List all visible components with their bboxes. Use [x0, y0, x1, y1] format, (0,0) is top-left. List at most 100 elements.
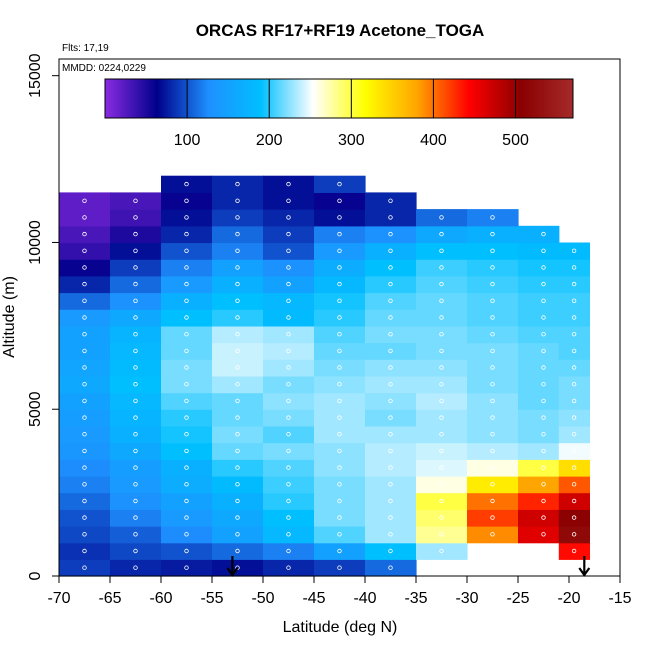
sample-point [388, 415, 393, 420]
sample-point [388, 332, 393, 337]
heatmap-cell [161, 542, 213, 560]
heatmap-cell [314, 325, 366, 344]
sample-point [439, 315, 444, 320]
heatmap-cell [518, 492, 560, 510]
sample-point [541, 482, 546, 487]
heatmap-cell [110, 259, 162, 277]
sample-point [439, 298, 444, 303]
x-axis: -70 -65 -60 -55 -50 -45 -40 -35 -30 -25 -20 -15 [47, 575, 632, 607]
sample-point [286, 281, 291, 287]
sample-point [490, 482, 495, 487]
heatmap-cell [161, 225, 213, 244]
sample-point [541, 365, 546, 370]
heatmap-cell [314, 392, 366, 410]
heatmap-cell [518, 259, 560, 277]
heatmap-cell [161, 242, 213, 260]
sample-point [439, 432, 444, 437]
y-axis: 0 5000 10000 15000 [27, 53, 60, 580]
heatmap-cell [314, 309, 366, 327]
heatmap-cell [263, 425, 315, 444]
sample-point [541, 248, 546, 253]
heatmap-cell [263, 292, 315, 310]
sample-point [82, 465, 87, 470]
heatmap-cell [518, 225, 560, 244]
sample-point [133, 398, 138, 404]
sample-point [571, 248, 577, 253]
sample-point [82, 432, 87, 437]
sample-point [388, 432, 393, 437]
heatmap-cell [59, 409, 111, 427]
sample-point [184, 448, 189, 454]
sample-point [184, 382, 189, 387]
x-tick-label: -55 [200, 590, 223, 607]
heatmap-cell [416, 526, 468, 544]
heatmap-cell [314, 409, 366, 427]
colorbar: 100 200 300 400 500 [104, 78, 574, 149]
heatmap-cell [161, 442, 213, 460]
heatmap-cell [59, 242, 111, 260]
heatmap-cell [314, 175, 366, 193]
sample-point [235, 415, 240, 420]
sample-point [184, 565, 189, 570]
y-axis-label: Altitude (m) [1, 276, 18, 358]
sample-point [439, 465, 444, 470]
sample-point [133, 332, 138, 337]
sample-point [82, 515, 87, 520]
heatmap-cell [110, 459, 162, 477]
sample-point [286, 365, 291, 370]
heatmap-cell [212, 459, 264, 477]
heatmap-cell [59, 209, 111, 227]
heatmap-cell [416, 242, 468, 260]
heatmap-cell [416, 542, 468, 560]
sample-point [82, 482, 87, 487]
heatmap-cell [416, 425, 468, 444]
sample-point [235, 532, 240, 537]
heatmap-cell [212, 225, 264, 244]
heatmap-cell [110, 509, 162, 527]
sample-point [439, 515, 444, 520]
heatmap-cell [416, 509, 468, 527]
heatmap-cell [110, 409, 162, 427]
sample-point [337, 248, 342, 253]
heatmap-cell [263, 175, 315, 193]
sample-point [82, 198, 87, 203]
sample-point [439, 398, 444, 404]
sample-point [337, 265, 342, 270]
heatmap-cell [518, 509, 560, 527]
sample-point [133, 281, 138, 287]
heatmap-cell [161, 459, 213, 477]
sample-point [388, 448, 393, 454]
heatmap-cell [212, 325, 264, 344]
sample-point [541, 465, 546, 470]
heatmap-cell [110, 309, 162, 327]
x-tick-label: -25 [506, 590, 529, 607]
sample-point [286, 432, 291, 437]
heatmap-cell [467, 209, 519, 227]
heatmap-cell [518, 442, 560, 460]
heatmap-cell [518, 325, 560, 344]
heatmap-cell [59, 559, 111, 577]
heatmap-cell [212, 375, 264, 394]
heatmap-cell [314, 442, 366, 460]
heatmap-cell [212, 492, 264, 510]
heatmap-cell [467, 275, 519, 294]
heatmap-cell [161, 475, 213, 494]
heatmap-cell [467, 359, 519, 377]
heatmap-cell [110, 392, 162, 410]
heatmap-cell [263, 442, 315, 460]
sample-point [337, 465, 342, 470]
heatmap-cell [263, 225, 315, 244]
sample-point [184, 498, 189, 504]
sample-point [490, 365, 495, 370]
heatmap-cell [212, 342, 264, 360]
sample-point [571, 365, 577, 370]
sample-point [184, 465, 189, 470]
sample-point [490, 398, 495, 404]
heatmap-cell [365, 442, 417, 460]
sample-point [184, 548, 189, 554]
sample-point [571, 548, 577, 554]
sample-point [184, 265, 189, 270]
heatmap-cell [365, 192, 417, 210]
heatmap-cell [212, 542, 264, 560]
heatmap-cell [365, 325, 417, 344]
